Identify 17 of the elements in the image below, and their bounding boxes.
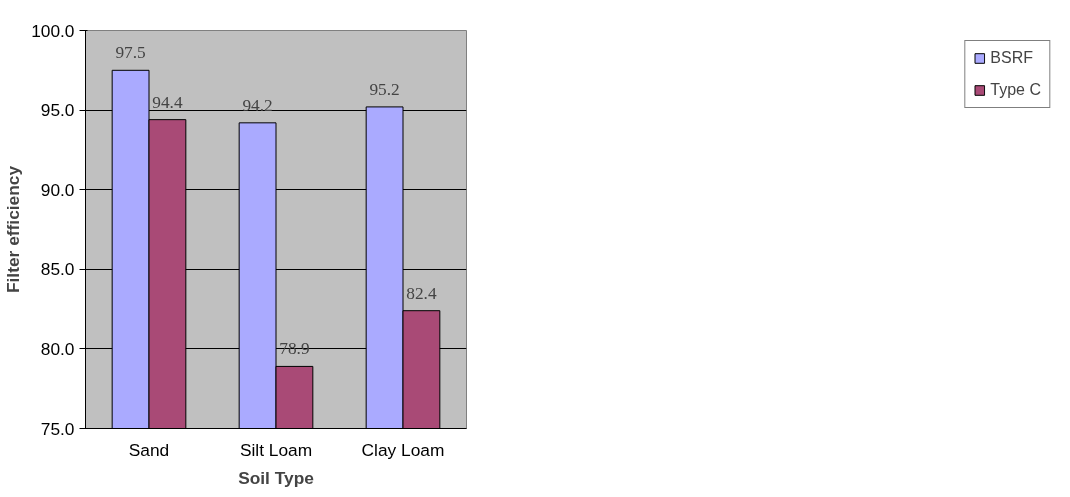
data-label: 94.4 (152, 92, 183, 112)
y-tick-label: 95.0 (40, 100, 75, 121)
x-tick-label: Sand (128, 439, 170, 460)
x-tick-label: Silt Loam (239, 439, 313, 460)
y-tick-label: 75.0 (40, 418, 75, 439)
y-tick-label: 85.0 (40, 259, 75, 280)
y-tick-label: 80.0 (40, 338, 75, 359)
legend-label: BSRF (990, 49, 1033, 67)
legend-label: Type C (990, 81, 1041, 99)
y-tick-label: 90.0 (40, 179, 75, 200)
x-tick-label: Clay Loam (361, 439, 445, 460)
data-label: 95.2 (369, 79, 400, 99)
y-tick-label: 100.0 (31, 20, 75, 41)
x-axis-title: Soil Type (238, 467, 315, 488)
y-axis-title: Filter efficiency (3, 165, 24, 294)
data-label: 97.5 (115, 43, 146, 63)
data-label: 82.4 (406, 283, 437, 303)
